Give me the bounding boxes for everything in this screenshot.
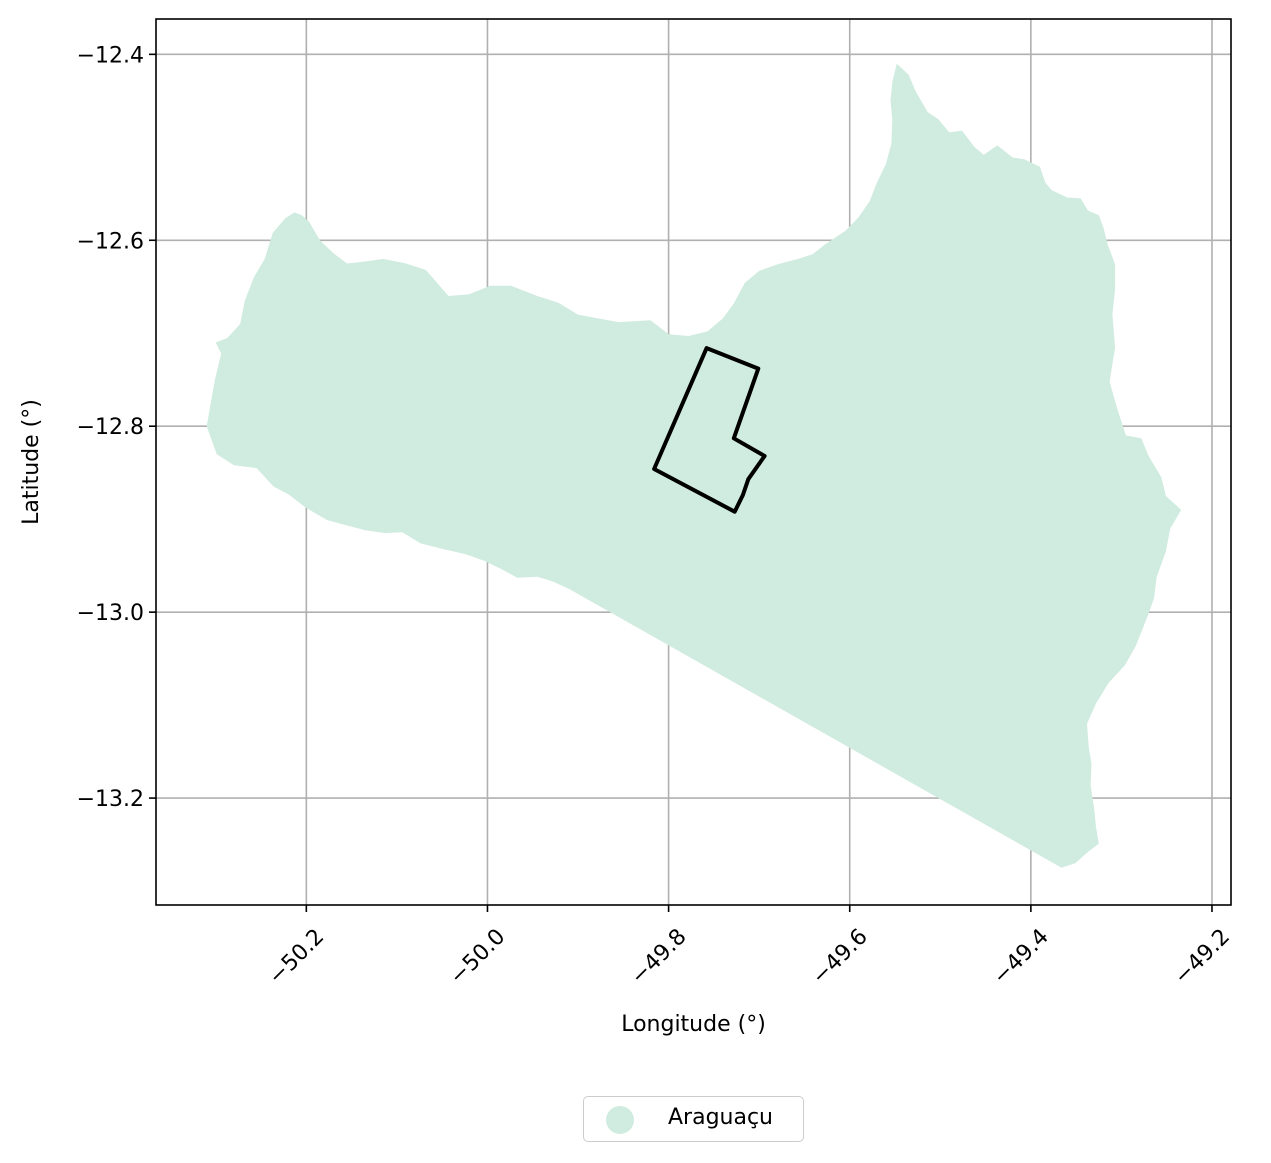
x-axis-title: Longitude (°) <box>621 1012 766 1037</box>
x-tick-label: −49.2 <box>1170 924 1235 989</box>
y-tick-label: −12.4 <box>77 43 144 68</box>
x-tick-label: −50.2 <box>264 924 329 989</box>
boundary-outline <box>652 346 767 514</box>
x-tick-label: −49.4 <box>988 924 1053 989</box>
y-tick-label: −12.8 <box>77 415 144 440</box>
y-tick-label: −13.0 <box>77 601 144 626</box>
legend: Araguaçu <box>583 1096 804 1142</box>
x-tick-label: −49.8 <box>626 924 691 989</box>
region-araguacu <box>206 63 1182 868</box>
y-tick-label: −12.6 <box>77 229 144 254</box>
y-axis-ticks: −12.4 −12.6 −12.8 −13.0 −13.2 <box>77 43 156 812</box>
x-axis-ticks: −50.2 −50.0 −49.8 −49.6 −49.4 −49.2 <box>264 905 1235 990</box>
x-tick-label: −49.6 <box>807 924 872 989</box>
legend-marker <box>606 1106 634 1134</box>
plot-frame <box>155 18 1232 906</box>
y-tick-label: −13.2 <box>77 787 144 812</box>
y-axis-title: Latitude (°) <box>19 399 44 525</box>
x-tick-label: −50.0 <box>445 924 510 989</box>
legend-label: Araguaçu <box>668 1105 774 1130</box>
